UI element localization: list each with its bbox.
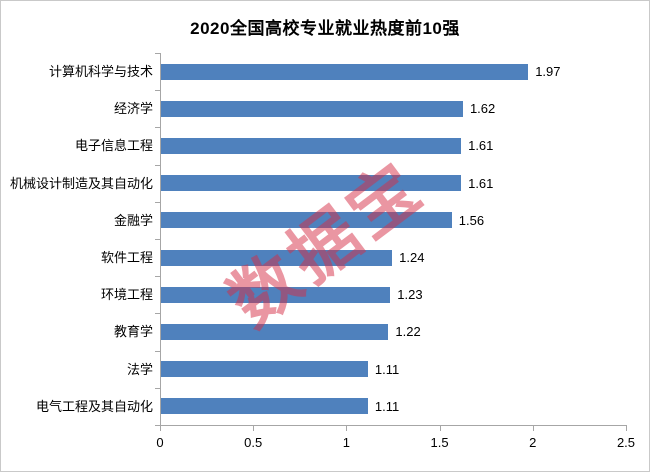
x-axis-tick	[439, 426, 441, 431]
category-label: 教育学	[113, 324, 153, 340]
bar	[161, 323, 389, 340]
bar-row: 法学 1.11	[1, 351, 649, 388]
category-label: 软件工程	[100, 250, 153, 265]
bar-row: 教育学 1.22	[1, 313, 649, 350]
bar-row: 计算机科学与技术 1.97	[1, 53, 649, 90]
category-label: 金融学	[113, 212, 153, 228]
bar-row: 机械设计制造及其自动化 1.61	[1, 165, 649, 202]
x-axis-tick-label: 2	[529, 435, 537, 450]
x-axis-tick-label: 1.5	[430, 435, 449, 450]
bar	[161, 212, 452, 229]
y-axis-tick	[155, 387, 160, 389]
bar-row: 经济学 1.62	[1, 90, 649, 127]
bar-row: 软件工程 1.24	[1, 239, 649, 276]
bar-row: 电气工程及其自动化 1.11	[1, 388, 649, 425]
y-axis-tick	[155, 90, 160, 92]
bar	[161, 137, 462, 154]
bar-row: 电子信息工程 1.61	[1, 127, 649, 164]
category-label: 环境工程	[100, 287, 153, 303]
value-label: 1.22	[395, 324, 421, 340]
category-label: 计算机科学与技术	[48, 64, 153, 79]
x-axis-tick-label: 0.5	[244, 435, 263, 450]
x-axis-tick	[532, 426, 534, 431]
chart-title: 2020全国高校专业就业热度前10强	[190, 19, 460, 38]
bar-row: 环境工程 1.23	[1, 276, 649, 313]
y-axis-tick	[155, 201, 160, 203]
x-axis-tick-label: 0	[156, 435, 164, 450]
bar	[161, 63, 529, 80]
y-axis-tick	[155, 164, 160, 166]
value-label: 1.61	[468, 138, 494, 154]
x-axis-tick-label: 1	[342, 435, 350, 450]
value-label: 1.62	[469, 101, 496, 117]
category-label: 法学	[126, 361, 153, 377]
category-label: 电子信息工程	[74, 138, 153, 154]
value-label: 1.24	[399, 250, 425, 265]
bar	[161, 398, 368, 415]
value-label: 1.97	[535, 64, 561, 79]
x-axis-tick	[346, 426, 348, 431]
x-axis-tick	[160, 426, 161, 431]
category-label: 机械设计制造及其自动化	[9, 175, 153, 191]
y-axis-tick	[155, 425, 160, 426]
bar	[161, 100, 463, 117]
x-axis-tick-label: 2.5	[616, 435, 636, 450]
y-axis-tick	[155, 350, 160, 352]
y-axis-tick	[155, 313, 160, 315]
value-label: 1.61	[468, 175, 494, 191]
plot-area	[160, 53, 627, 426]
x-axis-tick	[253, 426, 255, 431]
value-label: 1.56	[458, 212, 485, 228]
category-label: 经济学	[113, 101, 153, 117]
category-label: 电气工程及其自动化	[35, 398, 153, 414]
value-label: 1.23	[397, 287, 423, 303]
value-label: 1.11	[374, 398, 400, 414]
y-axis-tick	[155, 276, 160, 278]
bar	[161, 249, 393, 266]
bar	[161, 286, 391, 303]
y-axis-tick	[155, 239, 160, 240]
y-axis-tick	[155, 53, 160, 54]
y-axis-tick	[155, 127, 160, 129]
bar	[161, 175, 462, 192]
bar-row: 金融学 1.56	[1, 202, 649, 239]
value-label: 1.11	[374, 361, 400, 377]
x-axis-tick	[626, 426, 627, 431]
bar	[161, 361, 368, 378]
